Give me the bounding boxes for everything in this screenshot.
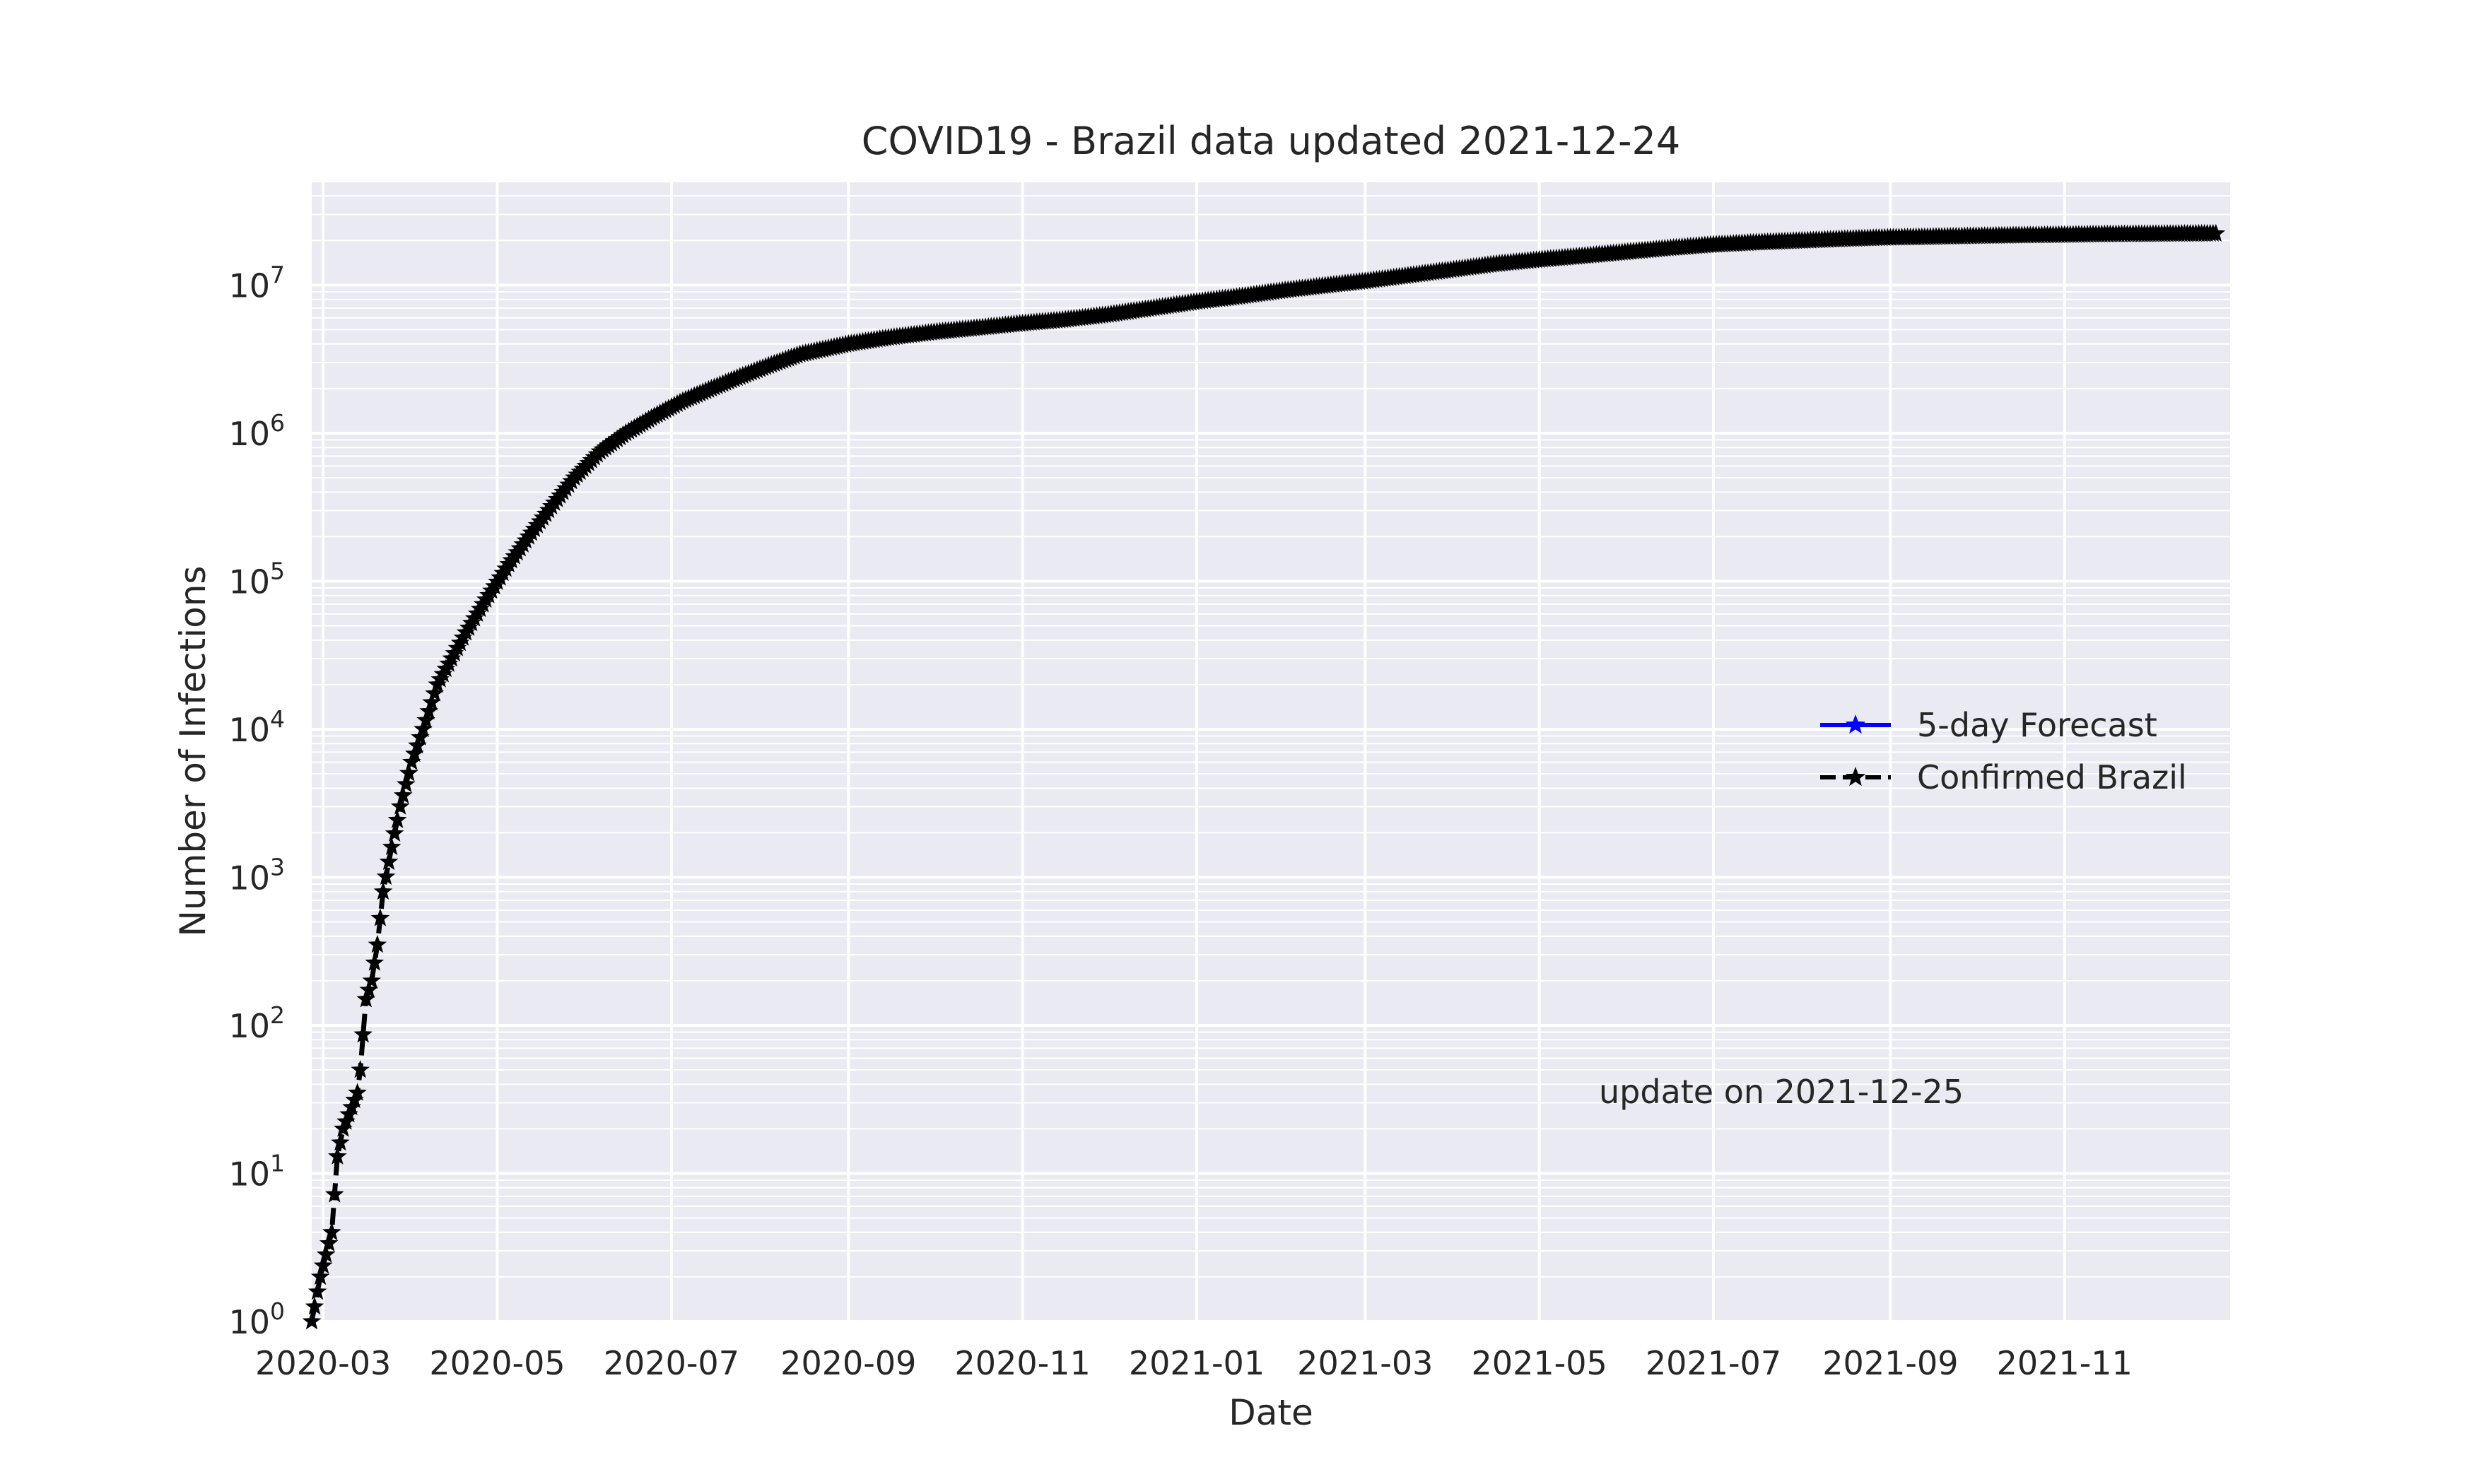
data-point: [345, 1090, 364, 1108]
series-layer: [302, 223, 2226, 1330]
data-point: [405, 743, 424, 762]
x-tick-label: 2020-09: [780, 1344, 916, 1382]
legend-label-confirmed: Confirmed Brazil: [1917, 758, 2187, 796]
y-tick-label: 102: [228, 1001, 285, 1045]
data-point: [359, 980, 379, 999]
data-point: [390, 796, 410, 815]
data-point: [353, 1025, 373, 1043]
y-tick-label: 107: [228, 261, 285, 305]
x-tick-label: 2020-11: [955, 1344, 1091, 1382]
legend-label-forecast: 5-day Forecast: [1917, 706, 2157, 744]
data-point: [379, 852, 399, 871]
x-tick-label: 2020-07: [604, 1344, 739, 1382]
data-point: [336, 1112, 356, 1130]
data-point: [362, 970, 382, 989]
data-point: [402, 752, 421, 770]
y-tick-label: 104: [228, 705, 285, 749]
x-tick-label: 2021-05: [1472, 1344, 1607, 1382]
y-tick-label: 105: [228, 557, 285, 601]
data-point: [305, 1297, 324, 1315]
x-tick-labels: 2020-03 2020-05 2020-07 2020-09 2020-11 2021-…: [255, 1344, 2133, 1382]
data-point: [385, 823, 404, 842]
y-tick-labels: 100 101 102 103 104 105 106 107: [228, 261, 285, 1341]
data-point: [370, 908, 390, 926]
x-tick-label: 2021-01: [1129, 1344, 1265, 1382]
x-tick-label: 2020-05: [429, 1344, 565, 1382]
chart-annotation: update on 2021-12-25: [1599, 1073, 1964, 1111]
data-point: [419, 701, 438, 720]
data-point: [2206, 223, 2226, 242]
data-point: [425, 683, 444, 702]
y-tick-label: 106: [228, 409, 285, 453]
data-point: [393, 785, 413, 804]
y-tick-label: 100: [228, 1297, 285, 1341]
x-tick-label: 2020-03: [255, 1344, 391, 1382]
legend-entry-forecast: 5-day Forecast: [1820, 706, 2157, 744]
legend-marker-forecast: [1845, 714, 1866, 734]
x-tick-label: 2021-07: [1646, 1344, 1781, 1382]
data-point: [422, 693, 441, 711]
x-tick-label: 2021-09: [1822, 1344, 1958, 1382]
data-point: [322, 1222, 341, 1241]
data-point: [376, 866, 396, 885]
data-point: [365, 953, 385, 971]
data-point: [368, 935, 387, 953]
major-gridlines: [312, 182, 2230, 1323]
legend-entry-confirmed: Confirmed Brazil: [1820, 758, 2187, 796]
legend: 5-day Forecast Confirmed Brazil: [1820, 706, 2187, 796]
data-point: [351, 1060, 370, 1078]
data-point: [382, 837, 401, 855]
x-tick-label: 2021-11: [1997, 1344, 2133, 1382]
legend-marker-confirmed: [1845, 767, 1866, 787]
y-axis-label: Number of Infections: [172, 566, 213, 937]
data-point: [339, 1105, 358, 1123]
data-point: [302, 1312, 322, 1330]
data-point: [356, 989, 375, 1008]
data-point: [334, 1119, 353, 1137]
data-point: [373, 881, 393, 900]
data-point: [313, 1256, 333, 1274]
x-tick-label: 2021-03: [1297, 1344, 1433, 1382]
data-point: [411, 727, 430, 746]
data-point: [328, 1146, 347, 1165]
data-point: [414, 719, 433, 738]
data-point: [319, 1233, 339, 1252]
data-point: [408, 736, 427, 754]
data-point: [342, 1097, 361, 1116]
data-point: [416, 710, 435, 729]
data-point: [348, 1083, 367, 1101]
data-point: [325, 1184, 344, 1203]
x-axis-label: Date: [1229, 1392, 1313, 1433]
y-tick-label: 103: [228, 853, 285, 897]
y-tick-label: 101: [228, 1149, 285, 1193]
data-point: [316, 1244, 336, 1263]
data-point: [307, 1282, 327, 1300]
data-point: [387, 810, 407, 828]
chart-title: COVID19 - Brazil data updated 2021-12-24: [862, 119, 1680, 163]
data-point: [310, 1266, 330, 1285]
minor-gridlines: [312, 181, 2230, 1278]
data-point: [399, 763, 418, 782]
data-point: [331, 1133, 350, 1151]
data-point: [397, 775, 416, 793]
